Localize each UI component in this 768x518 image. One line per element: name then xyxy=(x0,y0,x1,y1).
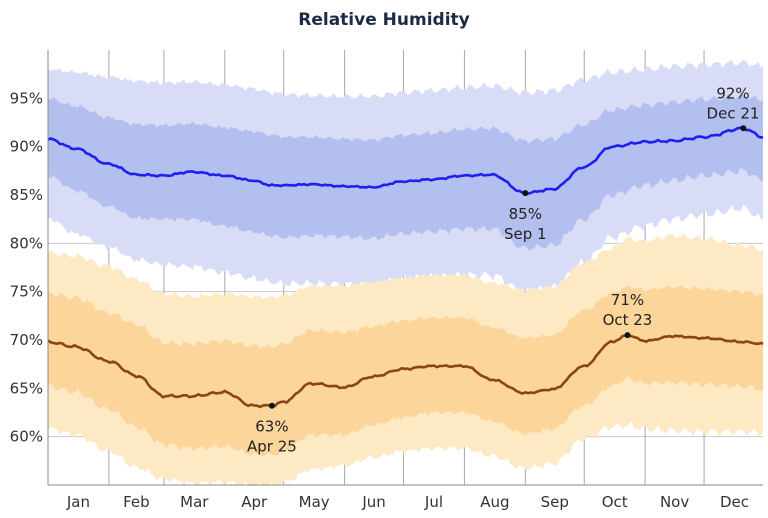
annotation-marker xyxy=(740,125,747,132)
x-tick-label: Jan xyxy=(66,493,90,511)
x-tick-label: Jun xyxy=(361,493,385,511)
x-tick-label: Oct xyxy=(602,493,628,511)
annotation-value: 92% xyxy=(716,84,749,102)
annotations: 92% Dec 21 85% Sep 1 71% Oct 23 63% Apr 25 xyxy=(247,84,759,455)
y-tick-label: 70% xyxy=(10,331,43,349)
band-p25-p75-daily-low xyxy=(48,284,763,457)
x-tick-label: Mar xyxy=(180,493,209,511)
annotation-value: 85% xyxy=(509,205,542,223)
median-line-daily-high xyxy=(47,126,764,195)
x-tick-label: Jul xyxy=(424,493,443,511)
x-tick-label: Feb xyxy=(123,493,150,511)
y-tick-label: 95% xyxy=(10,89,43,107)
annotation-date: Sep 1 xyxy=(504,225,547,243)
y-tick-label: 75% xyxy=(10,283,43,301)
chart-title: Relative Humidity xyxy=(298,10,470,30)
x-tick-label: May xyxy=(299,493,330,511)
median-lines xyxy=(47,126,764,409)
band-p25-p75-daily-high xyxy=(48,93,763,251)
x-tick-label: Dec xyxy=(720,493,749,511)
y-tick-label: 80% xyxy=(10,234,43,252)
annotation-marker xyxy=(268,402,275,409)
annotation-date: Dec 21 xyxy=(707,104,760,122)
y-tick-label: 65% xyxy=(10,379,43,397)
annotation-value: 71% xyxy=(611,291,644,309)
x-tick-label: Aug xyxy=(480,493,509,511)
median-line-daily-low xyxy=(47,334,764,409)
y-tick-label: 90% xyxy=(10,138,43,156)
annotation-date: Apr 25 xyxy=(247,438,297,456)
plot-frame xyxy=(47,50,763,486)
annotation-value: 63% xyxy=(255,418,288,436)
x-tick-label: Nov xyxy=(660,493,689,511)
x-tick-label: Sep xyxy=(541,493,569,511)
percentile-bands xyxy=(48,59,763,487)
y-axis-ticks: 60% 65% 70% 75% 80% 85% 90% 95% xyxy=(10,89,43,445)
y-tick-label: 85% xyxy=(10,186,43,204)
annotation-date: Oct 23 xyxy=(603,311,653,329)
x-tick-label: Apr xyxy=(241,493,268,511)
annotation-marker xyxy=(522,190,529,197)
x-axis-ticks: Jan Feb Mar Apr May Jun Jul Aug Sep Oct Nov Dec xyxy=(66,493,749,511)
annotation-marker xyxy=(624,332,631,339)
y-tick-label: 60% xyxy=(10,428,43,446)
